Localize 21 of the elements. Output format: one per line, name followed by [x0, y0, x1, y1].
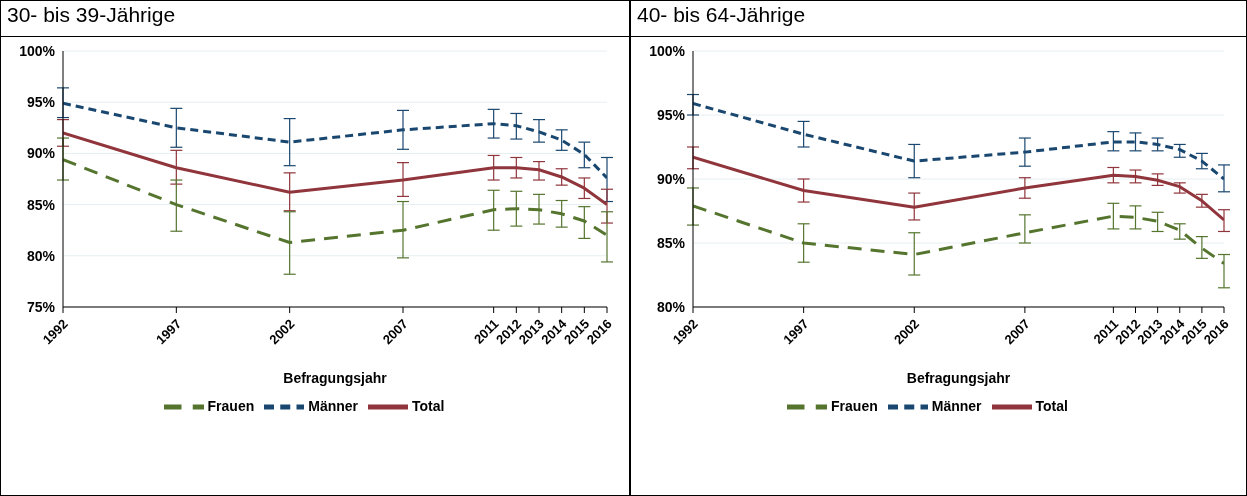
legend-label: Frauen: [831, 397, 878, 414]
legend-label: Total: [412, 397, 445, 414]
legend-label: Total: [1035, 397, 1068, 414]
y-tick-label: 75%: [26, 298, 56, 315]
chart-title: 40- bis 64-Jährige: [631, 1, 1246, 37]
y-tick-label: 95%: [26, 94, 56, 111]
y-tick-label: 100%: [649, 42, 686, 59]
y-tick-label: 80%: [656, 298, 686, 315]
y-tick-label: 95%: [656, 106, 686, 123]
legend-label: Frauen: [207, 397, 255, 414]
y-tick-label: 100%: [19, 42, 56, 59]
chart-title: 30- bis 39-Jährige: [1, 1, 629, 37]
y-tick-label: 85%: [26, 196, 56, 213]
legend-label: Männer: [308, 397, 359, 414]
legend-label: Männer: [931, 397, 982, 414]
y-tick-label: 85%: [656, 234, 686, 251]
y-tick-label: 80%: [26, 247, 56, 264]
x-axis-title: Befragungsjahr: [283, 370, 388, 386]
y-tick-label: 90%: [656, 170, 686, 187]
y-tick-label: 90%: [26, 145, 56, 162]
x-axis-title: Befragungsjahr: [906, 370, 1011, 386]
